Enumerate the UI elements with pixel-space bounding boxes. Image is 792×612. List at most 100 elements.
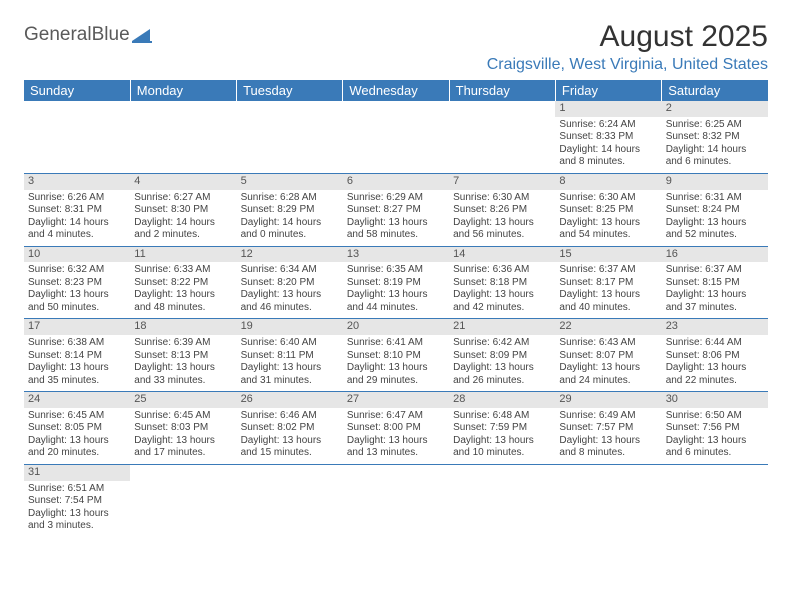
sunrise-text: Sunrise: 6:36 AM (453, 264, 551, 277)
sunset-text: Sunset: 8:15 PM (666, 277, 764, 290)
sunset-text: Sunset: 8:07 PM (559, 350, 657, 363)
calendar-day-cell: 4Sunrise: 6:27 AMSunset: 8:30 PMDaylight… (130, 173, 236, 246)
sunset-text: Sunset: 8:19 PM (347, 277, 445, 290)
calendar-week-row: 3Sunrise: 6:26 AMSunset: 8:31 PMDaylight… (24, 173, 768, 246)
daylight-text: Daylight: 14 hours and 6 minutes. (666, 144, 764, 169)
sunset-text: Sunset: 8:18 PM (453, 277, 551, 290)
sunset-text: Sunset: 8:25 PM (559, 204, 657, 217)
calendar-day-cell (449, 464, 555, 536)
calendar-day-cell (662, 464, 768, 536)
sunset-text: Sunset: 8:31 PM (28, 204, 126, 217)
daylight-text: Daylight: 13 hours and 26 minutes. (453, 362, 551, 387)
day-number: 14 (449, 247, 555, 263)
sunset-text: Sunset: 8:14 PM (28, 350, 126, 363)
sunrise-text: Sunrise: 6:30 AM (453, 192, 551, 205)
daylight-text: Daylight: 13 hours and 52 minutes. (666, 217, 764, 242)
sunrise-text: Sunrise: 6:43 AM (559, 337, 657, 350)
day-number: 25 (130, 392, 236, 408)
daylight-text: Daylight: 13 hours and 37 minutes. (666, 289, 764, 314)
calendar-day-cell: 7Sunrise: 6:30 AMSunset: 8:26 PMDaylight… (449, 173, 555, 246)
calendar-day-cell: 3Sunrise: 6:26 AMSunset: 8:31 PMDaylight… (24, 173, 130, 246)
sunset-text: Sunset: 8:05 PM (28, 422, 126, 435)
daylight-text: Daylight: 14 hours and 4 minutes. (28, 217, 126, 242)
day-number: 15 (555, 247, 661, 263)
calendar-day-cell: 30Sunrise: 6:50 AMSunset: 7:56 PMDayligh… (662, 392, 768, 465)
sunset-text: Sunset: 8:22 PM (134, 277, 232, 290)
day-number: 27 (343, 392, 449, 408)
sunrise-text: Sunrise: 6:24 AM (559, 119, 657, 132)
day-number: 17 (24, 319, 130, 335)
calendar-day-cell: 29Sunrise: 6:49 AMSunset: 7:57 PMDayligh… (555, 392, 661, 465)
sunset-text: Sunset: 8:24 PM (666, 204, 764, 217)
sunrise-text: Sunrise: 6:30 AM (559, 192, 657, 205)
daylight-text: Daylight: 13 hours and 24 minutes. (559, 362, 657, 387)
sunrise-text: Sunrise: 6:25 AM (666, 119, 764, 132)
sunset-text: Sunset: 8:17 PM (559, 277, 657, 290)
sunset-text: Sunset: 8:10 PM (347, 350, 445, 363)
daylight-text: Daylight: 13 hours and 44 minutes. (347, 289, 445, 314)
day-number: 11 (130, 247, 236, 263)
calendar-day-cell: 24Sunrise: 6:45 AMSunset: 8:05 PMDayligh… (24, 392, 130, 465)
sunrise-text: Sunrise: 6:48 AM (453, 410, 551, 423)
daylight-text: Daylight: 13 hours and 31 minutes. (241, 362, 339, 387)
title-block: August 2025 Craigsville, West Virginia, … (487, 20, 768, 74)
daylight-text: Daylight: 13 hours and 46 minutes. (241, 289, 339, 314)
sunset-text: Sunset: 7:57 PM (559, 422, 657, 435)
daylight-text: Daylight: 13 hours and 42 minutes. (453, 289, 551, 314)
daylight-text: Daylight: 13 hours and 6 minutes. (666, 435, 764, 460)
sunrise-text: Sunrise: 6:33 AM (134, 264, 232, 277)
sunrise-text: Sunrise: 6:28 AM (241, 192, 339, 205)
sunrise-text: Sunrise: 6:46 AM (241, 410, 339, 423)
daylight-text: Daylight: 13 hours and 15 minutes. (241, 435, 339, 460)
day-number: 21 (449, 319, 555, 335)
day-number: 30 (662, 392, 768, 408)
daylight-text: Daylight: 13 hours and 20 minutes. (28, 435, 126, 460)
sunrise-text: Sunrise: 6:44 AM (666, 337, 764, 350)
day-number: 1 (555, 101, 661, 117)
sunset-text: Sunset: 8:00 PM (347, 422, 445, 435)
calendar-day-cell (449, 101, 555, 173)
day-number: 31 (24, 465, 130, 481)
calendar-week-row: 1Sunrise: 6:24 AMSunset: 8:33 PMDaylight… (24, 101, 768, 173)
calendar-day-cell (237, 101, 343, 173)
daylight-text: Daylight: 14 hours and 2 minutes. (134, 217, 232, 242)
weekday-header: Saturday (662, 80, 768, 101)
sunrise-text: Sunrise: 6:49 AM (559, 410, 657, 423)
sunset-text: Sunset: 8:20 PM (241, 277, 339, 290)
sunrise-text: Sunrise: 6:29 AM (347, 192, 445, 205)
day-number: 18 (130, 319, 236, 335)
calendar-day-cell: 20Sunrise: 6:41 AMSunset: 8:10 PMDayligh… (343, 319, 449, 392)
sunrise-text: Sunrise: 6:45 AM (28, 410, 126, 423)
calendar-day-cell: 21Sunrise: 6:42 AMSunset: 8:09 PMDayligh… (449, 319, 555, 392)
calendar-day-cell: 6Sunrise: 6:29 AMSunset: 8:27 PMDaylight… (343, 173, 449, 246)
daylight-text: Daylight: 13 hours and 22 minutes. (666, 362, 764, 387)
sunrise-text: Sunrise: 6:34 AM (241, 264, 339, 277)
day-number: 6 (343, 174, 449, 190)
sunrise-text: Sunrise: 6:31 AM (666, 192, 764, 205)
sunrise-text: Sunrise: 6:27 AM (134, 192, 232, 205)
calendar-week-row: 31Sunrise: 6:51 AMSunset: 7:54 PMDayligh… (24, 464, 768, 536)
sunrise-text: Sunrise: 6:39 AM (134, 337, 232, 350)
calendar-day-cell: 11Sunrise: 6:33 AMSunset: 8:22 PMDayligh… (130, 246, 236, 319)
day-number: 13 (343, 247, 449, 263)
calendar-day-cell: 31Sunrise: 6:51 AMSunset: 7:54 PMDayligh… (24, 464, 130, 536)
calendar-day-cell: 19Sunrise: 6:40 AMSunset: 8:11 PMDayligh… (237, 319, 343, 392)
sunset-text: Sunset: 8:06 PM (666, 350, 764, 363)
weekday-header: Sunday (24, 80, 130, 101)
day-number: 16 (662, 247, 768, 263)
calendar-day-cell: 12Sunrise: 6:34 AMSunset: 8:20 PMDayligh… (237, 246, 343, 319)
daylight-text: Daylight: 13 hours and 56 minutes. (453, 217, 551, 242)
location-text: Craigsville, West Virginia, United State… (487, 56, 768, 74)
daylight-text: Daylight: 13 hours and 33 minutes. (134, 362, 232, 387)
day-number: 5 (237, 174, 343, 190)
weekday-header: Monday (130, 80, 236, 101)
brand-sail-icon (132, 27, 154, 43)
sunset-text: Sunset: 7:54 PM (28, 495, 126, 508)
sunrise-text: Sunrise: 6:40 AM (241, 337, 339, 350)
day-number: 19 (237, 319, 343, 335)
calendar-day-cell: 26Sunrise: 6:46 AMSunset: 8:02 PMDayligh… (237, 392, 343, 465)
daylight-text: Daylight: 13 hours and 40 minutes. (559, 289, 657, 314)
sunrise-text: Sunrise: 6:26 AM (28, 192, 126, 205)
sunrise-text: Sunrise: 6:32 AM (28, 264, 126, 277)
sunset-text: Sunset: 8:09 PM (453, 350, 551, 363)
